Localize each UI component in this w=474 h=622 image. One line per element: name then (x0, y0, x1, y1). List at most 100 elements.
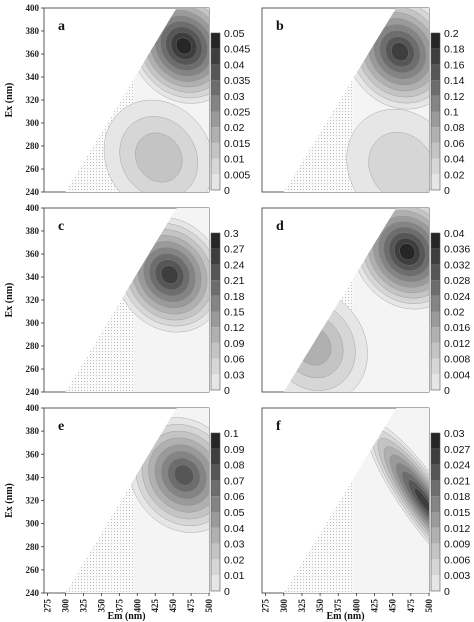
colorbar-tick-label: 0.02 (224, 554, 245, 566)
colorbar-frame (430, 232, 441, 391)
colorbar-frame (430, 432, 441, 592)
colorbar-tick-label: 0.015 (224, 138, 250, 150)
colorbar-segment (211, 327, 220, 343)
colorbar-frame (210, 432, 221, 592)
colorbar-tick-label: 0.01 (224, 154, 245, 166)
x-tick-label: 350 (96, 599, 106, 613)
y-tick-label: 300 (26, 318, 40, 328)
colorbar-tick-label: 0 (224, 385, 230, 397)
colorbar-tick-label: 0.024 (444, 460, 470, 472)
colorbar-segment (211, 127, 220, 143)
colorbar-tick-label: 0 (224, 185, 230, 197)
colorbar-tick-label: 0.012 (444, 523, 470, 535)
x-axis-label: Em (nm) (107, 611, 145, 622)
colorbar-segment (431, 358, 440, 375)
colorbar-tick-label: 0.08 (224, 460, 245, 472)
x-tick-label: 500 (204, 599, 214, 613)
x-tick-label: 300 (279, 599, 289, 613)
y-axis-label: Ex (nm) (4, 283, 15, 318)
colorbar-tick-label: 0.004 (444, 369, 470, 381)
colorbar-tick-label: 0.018 (444, 491, 470, 503)
colorbar-segment (211, 543, 220, 560)
y-tick-label: 280 (26, 341, 40, 351)
colorbar-tick-label: 0.025 (224, 107, 250, 119)
colorbar-segment (211, 95, 220, 112)
colorbar-segment (211, 174, 220, 190)
colorbar-tick-label: 0.06 (444, 138, 465, 150)
contour-level (175, 37, 192, 55)
colorbar-segment (211, 374, 220, 390)
colorbar-segment (431, 111, 440, 128)
contour-level (135, 132, 183, 183)
colorbar-tick-label: 0.12 (444, 91, 465, 103)
colorbar-tick-label: 0.24 (224, 259, 245, 271)
colorbar-tick-label: 0.03 (224, 91, 245, 103)
colorbar-segment (211, 280, 220, 296)
colorbar-segment (211, 575, 220, 591)
colorbar-segment (211, 433, 220, 449)
colorbar-segment (431, 512, 440, 528)
colorbar-tick-label: 0 (444, 586, 450, 598)
colorbar-segment (211, 512, 220, 528)
colorbar-segment (211, 480, 220, 497)
contour-body (65, 208, 210, 392)
y-tick-label: 280 (26, 542, 40, 552)
colorbar-tick-label: 0.028 (444, 275, 470, 287)
colorbar-segment (211, 48, 220, 65)
x-tick-label: 425 (150, 599, 160, 613)
colorbar-tick-label: 0.21 (224, 275, 245, 287)
colorbar-segment (431, 64, 440, 81)
colorbar-frame (430, 32, 441, 191)
colorbar-segment (431, 80, 440, 96)
colorbar-segment (431, 448, 440, 465)
y-tick-label: 300 (26, 519, 40, 529)
panel-letter: a (58, 19, 65, 34)
y-tick-label: 400 (26, 203, 40, 213)
x-tick-label: 450 (388, 599, 398, 613)
colorbar-tick-label: 0.04 (444, 154, 465, 166)
panel-a: 240 260 280 300 320 340 360 380 400 a Ex (nm) 0 0.00… (4, 3, 250, 197)
colorbar-tick-label: 0.021 (444, 475, 470, 487)
contour-level (174, 464, 194, 486)
colorbar-tick-label: 0.009 (444, 539, 470, 551)
colorbar-tick-label: 0.02 (224, 122, 245, 134)
x-tick-label: 300 (61, 599, 71, 613)
y-tick-label: 380 (26, 226, 40, 236)
colorbar-tick-label: 0.05 (224, 507, 245, 519)
y-axis-label: Ex (nm) (4, 483, 15, 518)
colorbar-segment (431, 374, 440, 390)
colorbar-tick-label: 0.003 (444, 570, 470, 582)
colorbar-tick-label: 0.06 (224, 491, 245, 503)
colorbar-tick-label: 0.01 (224, 570, 245, 582)
colorbar-tick-label: 0.04 (224, 523, 245, 535)
colorbar-tick-label: 0.1 (224, 428, 239, 440)
colorbar-tick-label: 0.036 (444, 244, 470, 256)
x-tick-label: 475 (186, 599, 196, 613)
colorbar-tick-label: 0.1 (444, 107, 459, 119)
colorbar-segment (431, 142, 440, 159)
colorbar-segment (211, 358, 220, 375)
colorbar-tick-label: 0.016 (444, 322, 470, 334)
colorbar-segment (211, 496, 220, 512)
colorbar-segment (211, 111, 220, 128)
colorbar-frame (210, 232, 221, 391)
x-tick-label: 425 (370, 599, 380, 613)
colorbar-segment (211, 311, 220, 328)
colorbar-tick-label: 0.035 (224, 75, 250, 87)
colorbar-tick-label: 0.05 (224, 28, 245, 40)
colorbar-tick-label: 0.012 (444, 338, 470, 350)
y-tick-label: 340 (26, 272, 40, 282)
colorbar-segment (211, 248, 220, 265)
y-tick-label: 400 (26, 403, 40, 413)
x-tick-label: 400 (132, 599, 142, 613)
contour-level (391, 42, 409, 61)
colorbar-tick-label: 0.2 (444, 28, 459, 40)
colorbar-tick-label: 0.07 (224, 475, 245, 487)
y-tick-label: 380 (26, 426, 40, 436)
contour-level (413, 487, 429, 514)
y-tick-label: 340 (26, 472, 40, 482)
colorbar-segment (211, 295, 220, 312)
panel-c: 240 260 280 300 320 340 360 380 400 c Ex (nm) 0 0.03… (4, 203, 245, 397)
colorbar-segment (211, 264, 220, 281)
y-tick-label: 240 (26, 588, 40, 598)
